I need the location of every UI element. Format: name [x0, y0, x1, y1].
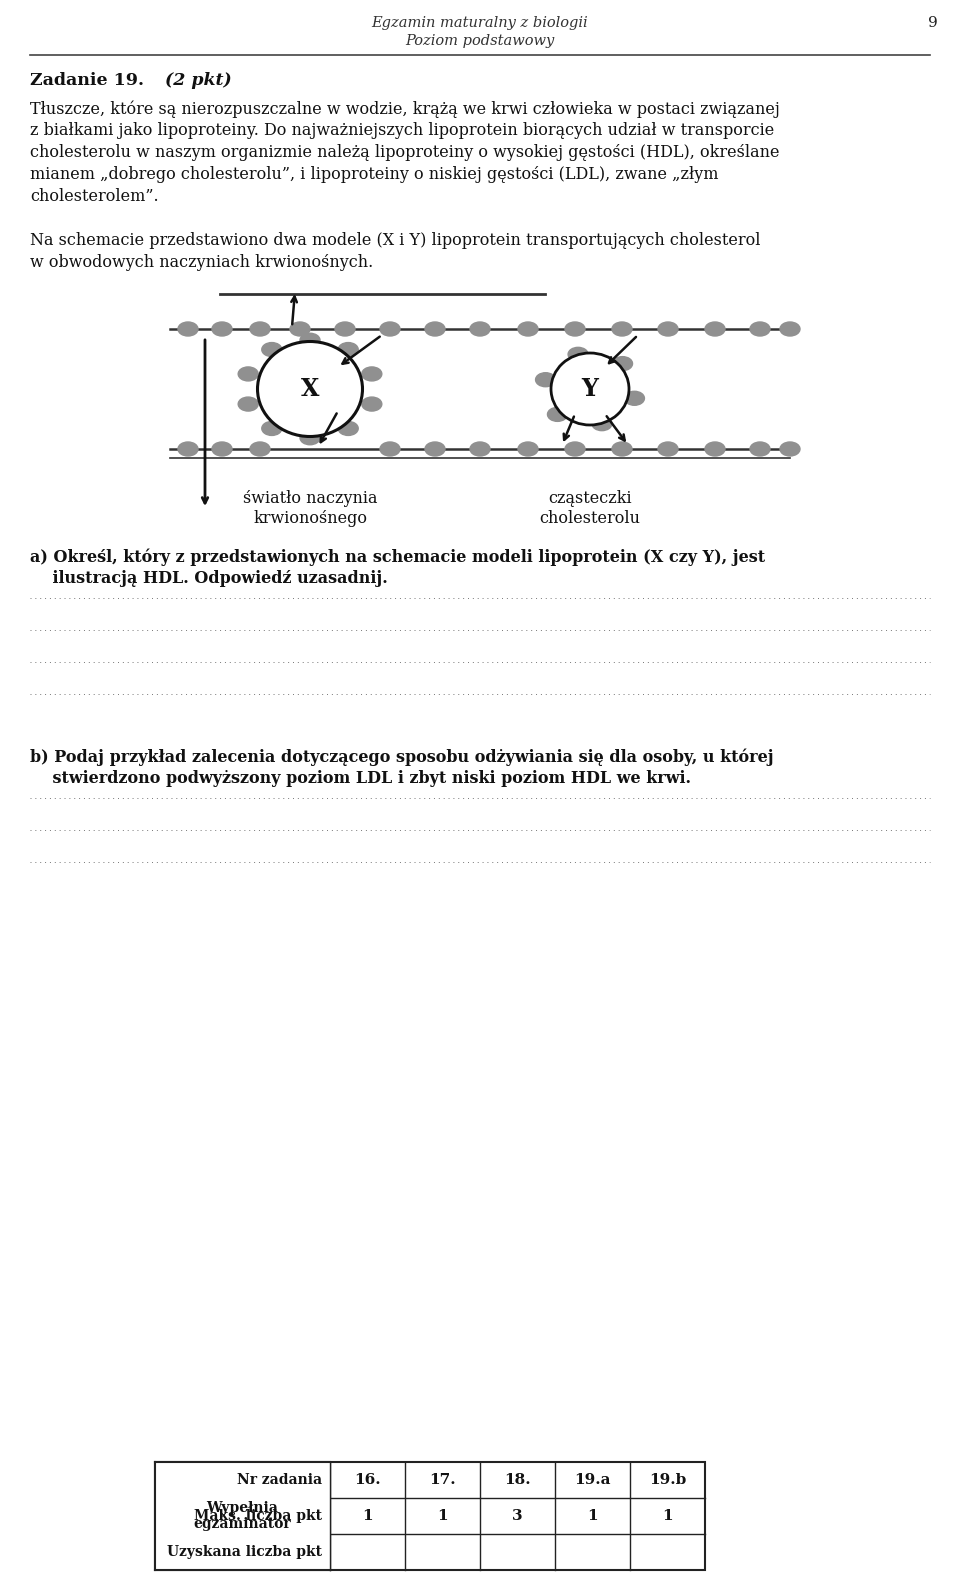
Ellipse shape	[262, 342, 282, 357]
Text: cholesterolem”.: cholesterolem”.	[30, 188, 158, 205]
Ellipse shape	[338, 342, 358, 357]
Ellipse shape	[592, 417, 612, 431]
Text: 1: 1	[662, 1509, 673, 1524]
Text: cząsteczki: cząsteczki	[548, 490, 632, 506]
Ellipse shape	[536, 373, 556, 387]
Text: 1: 1	[588, 1509, 598, 1524]
Ellipse shape	[568, 347, 588, 361]
Text: krwionośnego: krwionośnego	[253, 509, 367, 527]
Ellipse shape	[300, 431, 320, 444]
Text: a) Określ, który z przedstawionych na schemacie modeli lipoprotein (X czy Y), je: a) Określ, który z przedstawionych na sc…	[30, 548, 765, 565]
Text: b) Podaj przykład zalecenia dotyczącego sposobu odżywiania się dla osoby, u któr: b) Podaj przykład zalecenia dotyczącego …	[30, 748, 774, 766]
Text: Na schemacie przedstawiono dwa modele (X i Y) lipoprotein transportujących chole: Na schemacie przedstawiono dwa modele (X…	[30, 232, 760, 248]
Ellipse shape	[780, 322, 800, 336]
Ellipse shape	[612, 357, 633, 371]
Text: światło naczynia: światło naczynia	[243, 490, 377, 506]
Ellipse shape	[212, 443, 232, 455]
Text: 16.: 16.	[354, 1473, 381, 1487]
Ellipse shape	[780, 443, 800, 455]
Ellipse shape	[750, 443, 770, 455]
Text: (2 pkt): (2 pkt)	[165, 72, 231, 89]
Text: 18.: 18.	[504, 1473, 531, 1487]
Text: z białkami jako lipoproteiny. Do najważniejszych lipoprotein biorących udział w : z białkami jako lipoproteiny. Do najważn…	[30, 123, 775, 139]
Text: cholesterolu w naszym organizmie należą lipoproteiny o wysokiej gęstości (HDL), : cholesterolu w naszym organizmie należą …	[30, 143, 780, 161]
Text: Maks. liczba pkt: Maks. liczba pkt	[194, 1509, 322, 1524]
Ellipse shape	[425, 443, 445, 455]
Ellipse shape	[658, 443, 678, 455]
Text: mianem „dobrego cholesterolu”, i lipoproteiny o niskiej gęstości (LDL), zwane „z: mianem „dobrego cholesterolu”, i lipopro…	[30, 166, 718, 183]
Text: stwierdzono podwyższony poziom LDL i zbyt niski poziom HDL we krwi.: stwierdzono podwyższony poziom LDL i zby…	[30, 771, 691, 786]
Ellipse shape	[658, 322, 678, 336]
Ellipse shape	[750, 322, 770, 336]
Ellipse shape	[612, 443, 632, 455]
Ellipse shape	[178, 443, 198, 455]
Text: 1: 1	[362, 1509, 372, 1524]
Text: Nr zadania: Nr zadania	[237, 1473, 322, 1487]
Ellipse shape	[470, 443, 490, 455]
Ellipse shape	[612, 322, 632, 336]
Ellipse shape	[551, 353, 629, 425]
Ellipse shape	[380, 322, 400, 336]
Bar	[155, 1461, 705, 1570]
Text: 9: 9	[928, 16, 938, 30]
Ellipse shape	[335, 322, 355, 336]
Ellipse shape	[470, 322, 490, 336]
Ellipse shape	[257, 342, 363, 436]
Ellipse shape	[624, 392, 644, 406]
Ellipse shape	[362, 396, 382, 411]
Ellipse shape	[178, 322, 198, 336]
Ellipse shape	[705, 322, 725, 336]
Ellipse shape	[250, 443, 270, 455]
Text: cholesterolu: cholesterolu	[540, 509, 640, 527]
Ellipse shape	[362, 366, 382, 380]
Text: w obwodowych naczyniach krwionośnych.: w obwodowych naczyniach krwionośnych.	[30, 255, 373, 271]
Text: 3: 3	[513, 1509, 523, 1524]
Ellipse shape	[547, 408, 567, 422]
Ellipse shape	[238, 396, 258, 411]
Text: 19.b: 19.b	[649, 1473, 686, 1487]
Ellipse shape	[212, 322, 232, 336]
Ellipse shape	[380, 443, 400, 455]
Text: Zadanie 19.: Zadanie 19.	[30, 72, 150, 89]
Text: Egzamin maturalny z biologii: Egzamin maturalny z biologii	[372, 16, 588, 30]
Ellipse shape	[290, 322, 310, 336]
Ellipse shape	[250, 322, 270, 336]
Text: ilustracją HDL. Odpowiedź uzasadnij.: ilustracją HDL. Odpowiedź uzasadnij.	[30, 570, 388, 587]
Text: 17.: 17.	[429, 1473, 456, 1487]
Ellipse shape	[338, 422, 358, 436]
Ellipse shape	[262, 422, 282, 436]
Text: X: X	[300, 377, 320, 401]
Text: Y: Y	[582, 377, 598, 401]
Text: 1: 1	[437, 1509, 447, 1524]
Text: Tłuszcze, które są nierozpuszczalne w wodzie, krążą we krwi człowieka w postaci : Tłuszcze, które są nierozpuszczalne w wo…	[30, 100, 780, 118]
Bar	[155, 1461, 330, 1570]
Ellipse shape	[300, 333, 320, 347]
Ellipse shape	[238, 366, 258, 380]
Ellipse shape	[565, 443, 585, 455]
Text: Wypełnia
egzaminator: Wypełnia egzaminator	[194, 1501, 291, 1532]
Ellipse shape	[425, 322, 445, 336]
Text: 19.a: 19.a	[574, 1473, 611, 1487]
Ellipse shape	[565, 322, 585, 336]
Bar	[155, 1461, 705, 1570]
Text: Poziom podstawowy: Poziom podstawowy	[405, 33, 555, 48]
Ellipse shape	[705, 443, 725, 455]
Ellipse shape	[518, 443, 538, 455]
Text: Uzyskana liczba pkt: Uzyskana liczba pkt	[167, 1544, 322, 1559]
Ellipse shape	[518, 322, 538, 336]
